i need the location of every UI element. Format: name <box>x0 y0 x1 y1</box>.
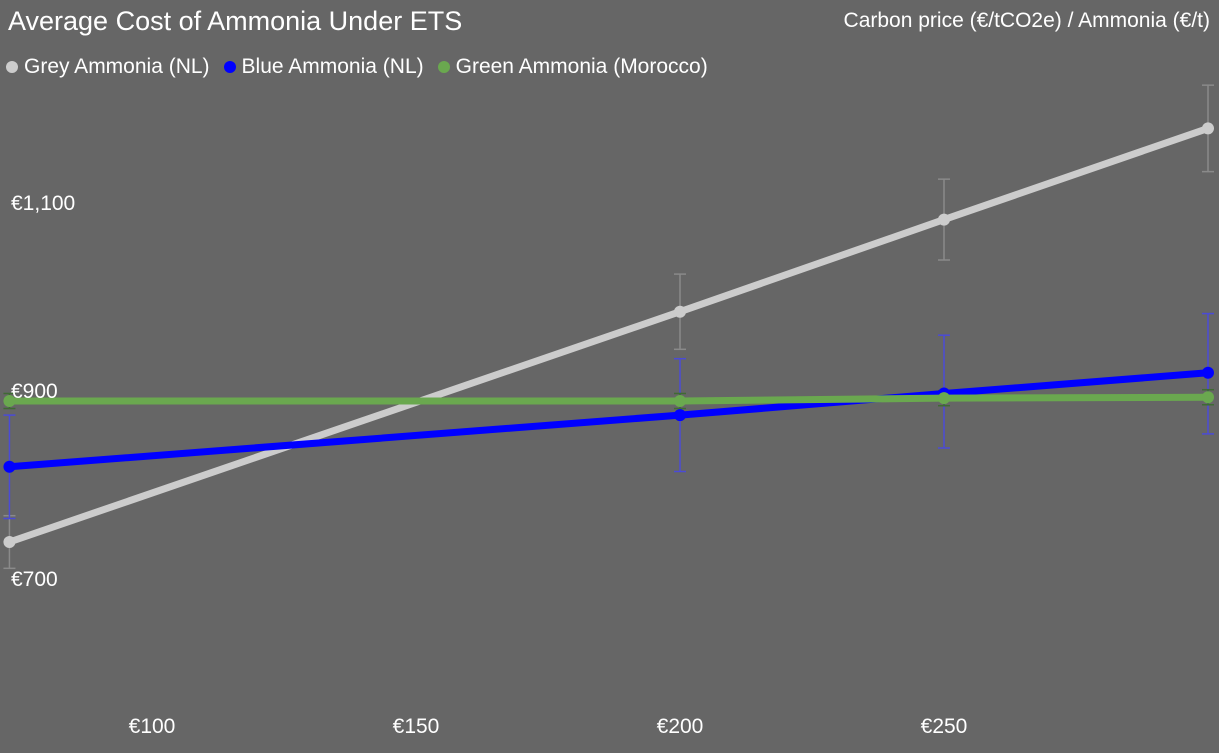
y-tick-label: €1,100 <box>11 192 76 215</box>
data-point[interactable] <box>3 460 16 473</box>
series-line <box>8 125 1210 546</box>
legend-item-blue[interactable]: Blue Ammonia (NL) <box>223 55 424 79</box>
legend: Grey Ammonia (NL) Blue Ammonia (NL) Gree… <box>6 55 722 79</box>
y-tick-label: €900 <box>11 380 58 403</box>
data-point[interactable] <box>674 305 686 318</box>
x-tick-label: €100 <box>128 715 176 738</box>
data-point[interactable] <box>674 395 686 407</box>
data-point[interactable] <box>674 409 686 422</box>
x-tick-label: €200 <box>656 715 704 738</box>
data-point[interactable] <box>938 213 950 226</box>
legend-label: Grey Ammonia (NL) <box>24 55 210 78</box>
data-point[interactable] <box>1202 391 1214 404</box>
legend-label: Blue Ammonia (NL) <box>241 55 424 78</box>
legend-item-grey[interactable]: Grey Ammonia (NL) <box>6 55 210 79</box>
x-tick-label: €150 <box>392 715 440 738</box>
data-point[interactable] <box>1202 366 1214 379</box>
legend-dot-icon <box>223 61 236 73</box>
data-point[interactable] <box>3 395 16 407</box>
data-point[interactable] <box>1202 122 1214 135</box>
series-line <box>9 369 1209 471</box>
data-point[interactable] <box>938 392 950 405</box>
legend-item-green[interactable]: Green Ammonia (Morocco) <box>437 55 708 79</box>
series-line <box>9 393 1209 405</box>
data-point[interactable] <box>3 536 16 548</box>
legend-label: Green Ammonia (Morocco) <box>455 55 708 78</box>
chart-subtitle: Carbon price (€/tCO2e) / Ammonia (€/t) <box>843 9 1210 32</box>
chart-title: Average Cost of Ammonia Under ETS <box>8 6 463 36</box>
x-tick-label: €250 <box>920 715 968 738</box>
y-tick-label: €700 <box>11 568 58 591</box>
legend-dot-icon <box>6 61 18 73</box>
legend-dot-icon <box>437 61 450 73</box>
